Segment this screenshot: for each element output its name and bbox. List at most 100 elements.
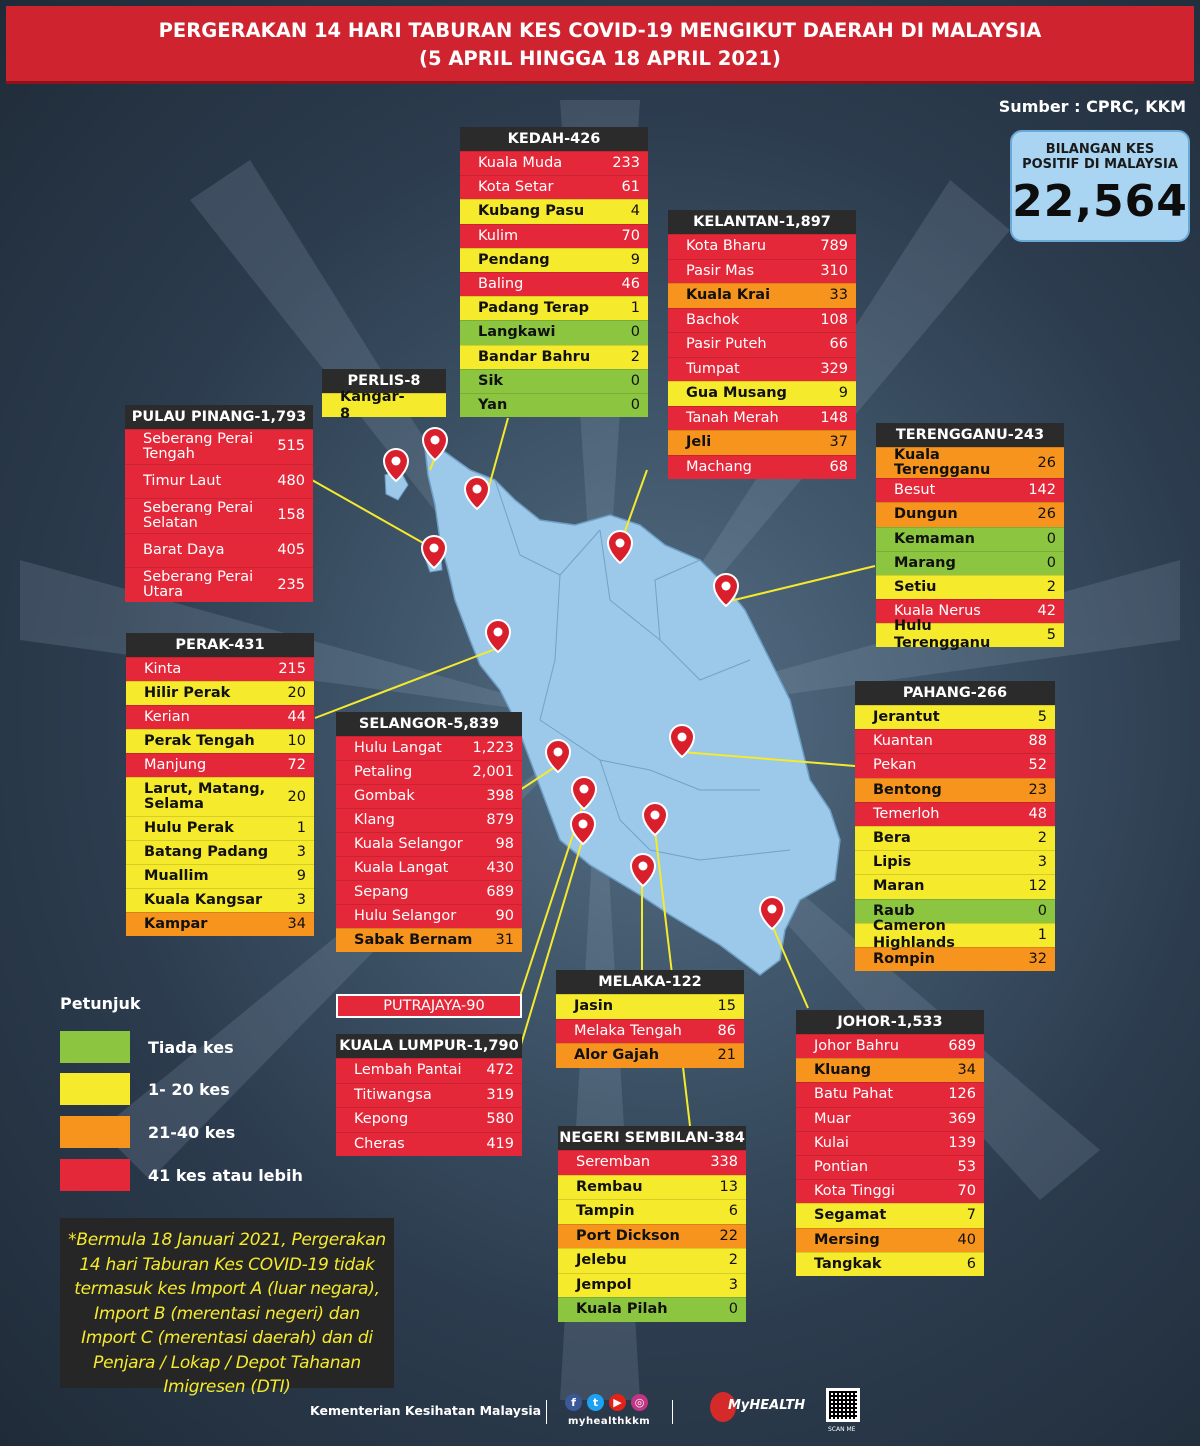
district-name: Hulu Perak [144, 820, 234, 837]
youtube-icon[interactable]: ▶ [609, 1394, 626, 1411]
district-cases: 66 [829, 336, 848, 353]
district-row: Kerian 44 [126, 705, 314, 730]
district-name: Titiwangsa [354, 1086, 432, 1103]
district-cases: 126 [948, 1086, 976, 1103]
district-cases: 0 [630, 324, 640, 341]
district-row: Tumpat 329 [668, 356, 856, 381]
district-row: Kemaman 0 [876, 526, 1064, 551]
district-row: Cameron Highlands 1 [855, 918, 1055, 951]
district-name: Kuantan [873, 733, 933, 750]
district-cases: 46 [621, 276, 640, 293]
district-name: Seberang Perai Utara [143, 569, 254, 601]
district-row: Gombak 398 [336, 784, 522, 808]
district-name: Besut [894, 482, 936, 499]
panel-melaka: MELAKA-122 Jasin 15 Melaka Tengah 86 Alor Gaj… [556, 970, 744, 1068]
district-name: Kulai [814, 1134, 849, 1151]
district-cases: 4 [630, 203, 640, 220]
district-name: Seberang Perai Tengah [143, 430, 254, 462]
district-cases: 2 [630, 348, 640, 365]
district-row: Melaka Tengah 86 [556, 1018, 744, 1043]
district-name: Johor Bahru [814, 1038, 899, 1055]
district-name: Jasin [574, 998, 614, 1015]
district-cases: 44 [287, 709, 306, 726]
panel-title: JOHOR-1,533 [796, 1010, 984, 1034]
district-name: Bentong [873, 781, 942, 798]
district-cases: 10 [287, 733, 306, 750]
district-name: Tangkak [814, 1255, 882, 1272]
district-row: Perak Tengah 10 [126, 729, 314, 754]
panel-title: PERLIS-8 [322, 369, 446, 393]
district-row: Seremban 338 [558, 1150, 746, 1175]
district-cases: 233 [612, 155, 640, 172]
panel-putrajaya: PUTRAJAYA-90 [336, 994, 522, 1018]
district-name: Setiu [894, 578, 937, 595]
district-row: Seberang Perai Selatan 158 [125, 498, 313, 533]
district-cases: 34 [957, 1062, 976, 1079]
district-cases: 2 [1037, 830, 1047, 847]
district-row: Bandar Bahru 2 [460, 344, 648, 369]
district-cases: 37 [829, 434, 848, 451]
map-pins [382, 427, 786, 931]
district-cases: 3 [1037, 854, 1047, 871]
panel-negeri-sembilan: NEGERI SEMBILAN-384 Seremban 338 Rembau 13 Ta… [558, 1126, 746, 1322]
district-cases: 215 [278, 661, 306, 678]
panel-title: SELANGOR-5,839 [336, 712, 522, 736]
district-cases: 6 [966, 1255, 976, 1272]
district-cases: 1 [630, 300, 640, 317]
instagram-icon[interactable]: ◎ [631, 1394, 648, 1411]
district-row: Kuala Krai 33 [668, 283, 856, 308]
district-name: Port Dickson [576, 1227, 680, 1244]
legend-label: 41 kes atau lebih [148, 1166, 303, 1185]
twitter-icon[interactable]: t [587, 1394, 604, 1411]
district-name: Cheras [354, 1135, 405, 1152]
district-name: Hulu Terengganu [894, 618, 991, 652]
district-row: Kulim 70 [460, 223, 648, 248]
district-cases: 0 [1046, 530, 1056, 547]
district-cases: 33 [829, 287, 848, 304]
district-name: Batu Pahat [814, 1086, 894, 1103]
district-name: Sik [478, 372, 504, 389]
district-name: Cameron Highlands [873, 918, 955, 952]
district-name: Pasir Mas [686, 262, 755, 279]
panel-kedah: KEDAH-426 Kuala Muda 233 Kota Setar 61 Kubang… [460, 127, 648, 418]
panel-title: TERENGGANU-243 [876, 423, 1064, 447]
district-row: Batang Padang 3 [126, 840, 314, 865]
district-name: Lembah Pantai [354, 1062, 462, 1079]
district-row: Kuala Kangsar 3 [126, 888, 314, 913]
district-cases: 789 [820, 238, 848, 255]
district-name: Jempol [576, 1276, 632, 1293]
district-name: Hulu Langat [354, 740, 442, 756]
district-row: Kuala Muda 233 [460, 151, 648, 176]
district-cases: 12 [1028, 878, 1047, 895]
district-row: Pasir Puteh 66 [668, 332, 856, 357]
qr-code-icon[interactable] [826, 1388, 860, 1422]
panel-pulau-pinang: PULAU PINANG-1,793 Seberang Perai Tengah 5… [125, 405, 313, 602]
panel-title: KUALA LUMPUR-1,790 [336, 1034, 522, 1058]
district-cases: 2 [1046, 578, 1056, 595]
district-row: Pendang 9 [460, 247, 648, 272]
district-cases: 26 [1037, 506, 1056, 523]
district-cases: 7 [966, 1207, 976, 1224]
district-cases: 20 [287, 788, 306, 805]
map-pin-icon [569, 811, 597, 846]
exclusion-note: *Bermula 18 Januari 2021, Pergerakan 14 … [60, 1218, 394, 1397]
district-cases: 34 [287, 916, 306, 933]
district-row: Rembau 13 [558, 1174, 746, 1199]
district-row: Petaling 2,001 [336, 760, 522, 784]
panel-title: PUTRAJAYA-90 [336, 994, 522, 1018]
district-row: Bera 2 [855, 825, 1055, 851]
district-cases: 53 [957, 1159, 976, 1176]
district-cases: 310 [820, 262, 848, 279]
district-name: Raub [873, 902, 915, 919]
district-cases: 86 [717, 1022, 736, 1039]
district-name: Segamat [814, 1207, 887, 1224]
district-row: Manjung 72 [126, 753, 314, 778]
legend-title: Petunjuk [60, 994, 141, 1013]
district-cases: 369 [948, 1110, 976, 1127]
myhealth-logo-mark [710, 1392, 736, 1422]
district-row: Port Dickson 22 [558, 1223, 746, 1248]
facebook-icon[interactable]: f [565, 1394, 582, 1411]
district-row: Jeli 37 [668, 430, 856, 455]
district-row: Batu Pahat 126 [796, 1082, 984, 1107]
footer-divider [546, 1400, 547, 1424]
